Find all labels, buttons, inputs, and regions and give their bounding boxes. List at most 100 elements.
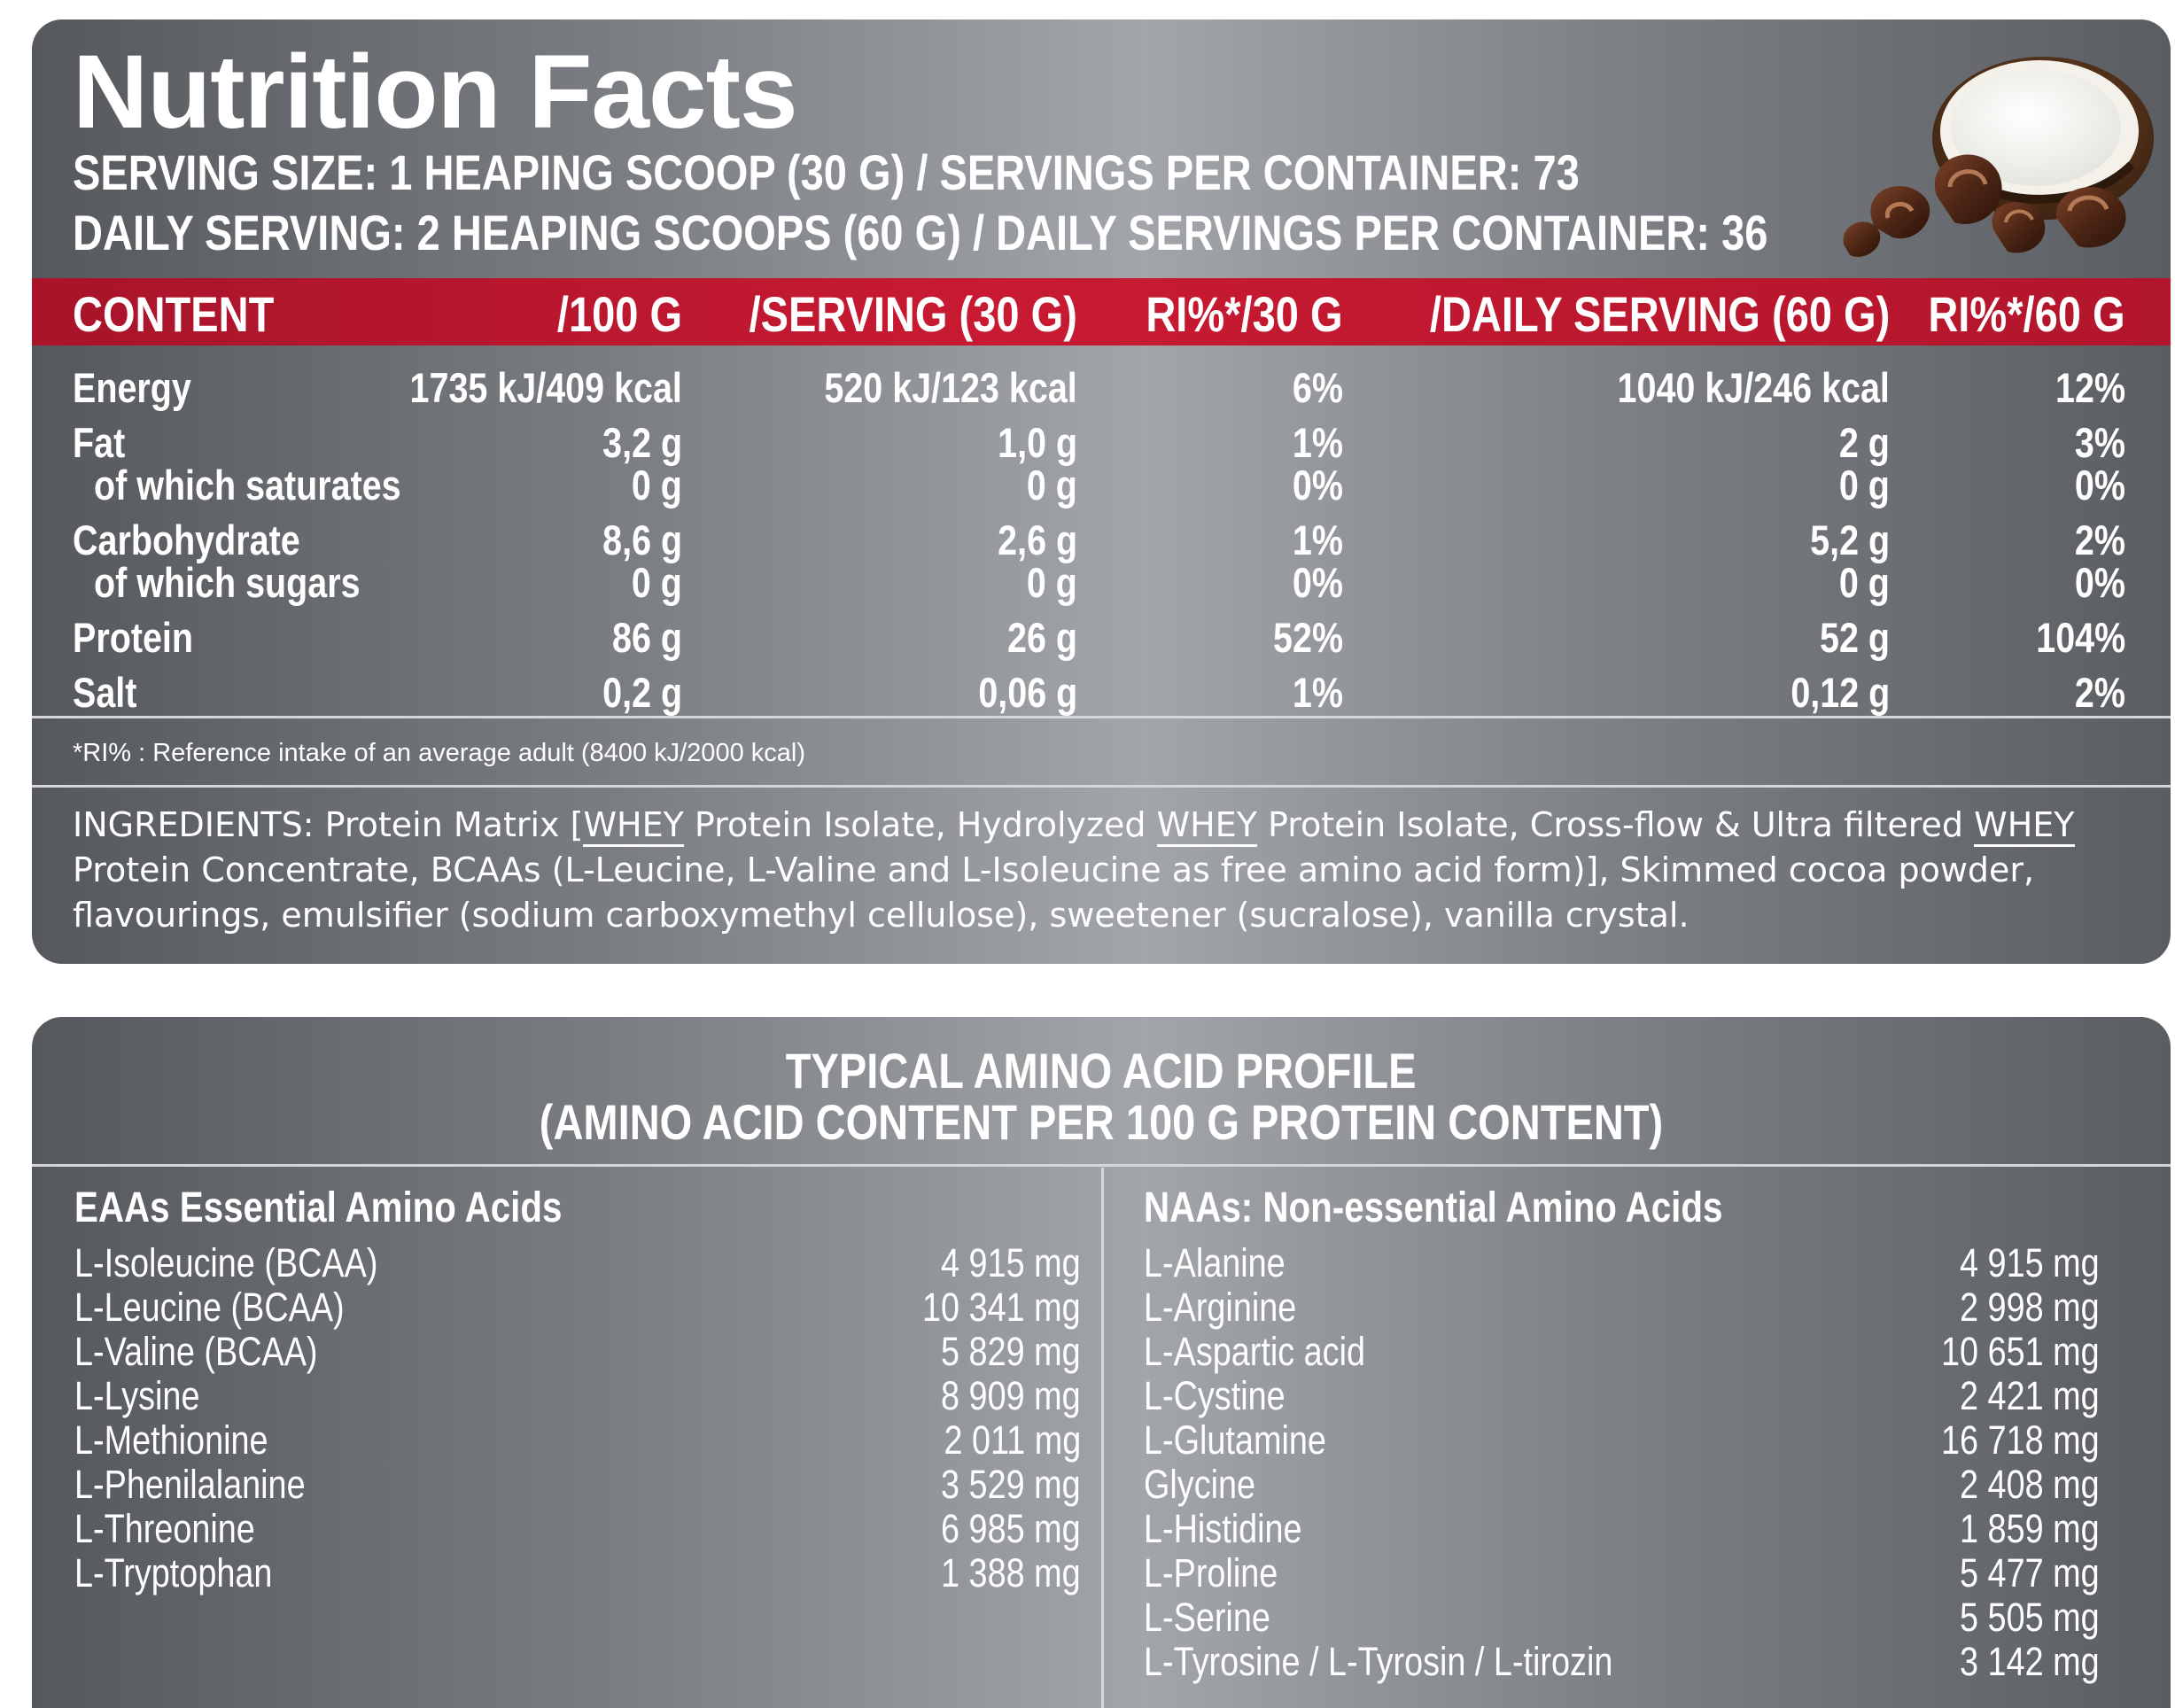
cell-ri-60g: 104% xyxy=(2036,614,2125,661)
nutrition-facts-title: Nutrition Facts xyxy=(73,34,798,151)
daily-serving-line: DAILY SERVING: 2 HEAPING SCOOPS (60 G) /… xyxy=(73,205,1768,260)
amino-acid-panel: TYPICAL AMINO ACID PROFILE (AMINO ACID C… xyxy=(32,1017,2171,1708)
cell-ri-60g: 2% xyxy=(2074,669,2125,716)
cell-per-100g: 8,6 g xyxy=(602,516,682,563)
cell-ri-60g: 12% xyxy=(2055,364,2125,411)
coconut-chocolate-image xyxy=(1843,57,2154,257)
cell-ri-60g: 3% xyxy=(2074,419,2125,466)
cell-per-serving: 26 g xyxy=(1007,614,1077,661)
amino-acid-value: 6 985 mg xyxy=(941,1506,1081,1551)
cell-per-100g: 1735 kJ/409 kcal xyxy=(409,364,682,411)
cell-ri-30g: 1% xyxy=(1292,419,1343,466)
header-per-daily-serving: /DAILY SERVING (60 G) xyxy=(1429,286,1890,342)
divider xyxy=(32,785,2171,788)
cell-ri-30g: 52% xyxy=(1272,614,1343,661)
cell-per-daily-serving: 5,2 g xyxy=(1810,516,1890,563)
amino-acid-name: L-Cystine xyxy=(1144,1373,1286,1418)
cell-per-serving: 1,0 g xyxy=(998,419,1077,466)
cell-per-daily-serving: 1040 kJ/246 kcal xyxy=(1617,364,1890,411)
amino-acid-value: 1 388 mg xyxy=(941,1550,1081,1595)
amino-acid-value: 5 477 mg xyxy=(1960,1550,2100,1595)
amino-acid-value: 4 915 mg xyxy=(1960,1240,2100,1285)
amino-acid-value: 10 651 mg xyxy=(1941,1329,2100,1374)
nutrient-label: Carbohydrate xyxy=(73,516,300,563)
amino-acid-name: L-Tryptophan xyxy=(74,1550,273,1595)
cell-per-100g: 86 g xyxy=(612,614,682,661)
amino-acid-name: L-Isoleucine (BCAA) xyxy=(74,1240,378,1285)
nutrient-label: Protein xyxy=(73,614,194,661)
cell-ri-30g: 1% xyxy=(1292,669,1343,716)
cell-per-serving: 2,6 g xyxy=(998,516,1077,563)
amino-acid-name: L-Alanine xyxy=(1144,1240,1286,1285)
amino-acid-value: 16 718 mg xyxy=(1941,1417,2100,1463)
amino-acid-name: L-Histidine xyxy=(1144,1506,1302,1551)
ingredients-text: INGREDIENTS: Protein Matrix [WHEY Protei… xyxy=(73,805,2075,935)
amino-acid-value: 8 909 mg xyxy=(941,1373,1081,1418)
amino-profile-title: TYPICAL AMINO ACID PROFILE xyxy=(786,1043,1417,1099)
amino-acid-name: L-Threonine xyxy=(74,1506,255,1551)
amino-acid-value: 1 859 mg xyxy=(1960,1506,2100,1551)
table-header-bar: CONTENT /100 G /SERVING (30 G) RI%*/30 G… xyxy=(32,278,2171,345)
cell-ri-30g: 6% xyxy=(1292,364,1343,411)
amino-acid-value: 2 408 mg xyxy=(1960,1462,2100,1507)
cell-ri-60g: 2% xyxy=(2074,516,2125,563)
column-divider xyxy=(1101,1168,1104,1708)
amino-acid-value: 2 998 mg xyxy=(1960,1285,2100,1330)
cell-per-100g: 3,2 g xyxy=(602,419,682,466)
amino-acid-name: L-Proline xyxy=(1144,1550,1278,1595)
whey-allergen: WHEY xyxy=(1156,805,1257,847)
cell-per-daily-serving: 2 g xyxy=(1838,419,1890,466)
nutrition-facts-panel: Nutrition Facts SERVING SIZE: 1 HEAPING … xyxy=(32,19,2171,964)
cell-per-daily-serving: 0 g xyxy=(1838,462,1890,509)
cell-per-daily-serving: 0,12 g xyxy=(1790,669,1890,716)
amino-acid-value: 5 505 mg xyxy=(1960,1595,2100,1640)
whey-allergen: WHEY xyxy=(583,805,684,847)
cell-ri-30g: 0% xyxy=(1292,559,1343,606)
amino-profile-subtitle: (AMINO ACID CONTENT PER 100 G PROTEIN CO… xyxy=(539,1094,1664,1150)
amino-acid-name: L-Tyrosine / L-Tyrosin / L-tirozin xyxy=(1144,1639,1613,1684)
cell-per-100g: 0,2 g xyxy=(602,669,682,716)
amino-acid-name: L-Lysine xyxy=(74,1373,200,1418)
amino-acid-name: L-Valine (BCAA) xyxy=(74,1329,318,1374)
header-content: CONTENT xyxy=(73,286,275,342)
ri-footnote: *RI% : Reference intake of an average ad… xyxy=(73,739,805,767)
amino-acid-name: L-Aspartic acid xyxy=(1144,1329,1366,1374)
amino-acid-name: L-Leucine (BCAA) xyxy=(74,1285,345,1330)
header-per-100g: /100 G xyxy=(556,286,682,342)
amino-acid-value: 2 421 mg xyxy=(1960,1373,2100,1418)
cell-per-serving: 0,06 g xyxy=(978,669,1077,716)
nutrient-label: Salt xyxy=(73,669,137,716)
nutrient-label: of which saturates xyxy=(94,462,401,509)
amino-acid-name: L-Glutamine xyxy=(1144,1417,1326,1463)
amino-acid-value: 3 529 mg xyxy=(941,1462,1081,1507)
amino-acid-name: L-Arginine xyxy=(1144,1285,1297,1330)
cell-ri-30g: 1% xyxy=(1292,516,1343,563)
nutrient-label: Energy xyxy=(73,364,191,411)
cell-per-100g: 0 g xyxy=(631,462,682,509)
nutrient-label: Fat xyxy=(73,419,126,466)
header-per-serving: /SERVING (30 G) xyxy=(749,286,1077,342)
essential-amino-title: EAAs Essential Amino Acids xyxy=(74,1184,563,1231)
header-ri-60g: RI%*/60 G xyxy=(1928,286,2125,342)
cell-ri-60g: 0% xyxy=(2074,559,2125,606)
nonessential-amino-title: NAAs: Non-essential Amino Acids xyxy=(1144,1184,1723,1231)
amino-acid-name: L-Methionine xyxy=(74,1417,268,1463)
amino-acid-name: Glycine xyxy=(1144,1462,1256,1507)
serving-size-line: SERVING SIZE: 1 HEAPING SCOOP (30 G) / S… xyxy=(73,144,1580,200)
amino-acid-name: L-Serine xyxy=(1144,1595,1270,1640)
amino-acid-value: 3 142 mg xyxy=(1960,1639,2100,1684)
divider xyxy=(32,1164,2171,1167)
divider xyxy=(32,716,2171,718)
amino-acid-value: 4 915 mg xyxy=(941,1240,1081,1285)
nutrient-label: of which sugars xyxy=(94,559,361,606)
cell-per-serving: 0 g xyxy=(1026,559,1077,606)
cell-per-daily-serving: 52 g xyxy=(1820,614,1890,661)
cell-ri-30g: 0% xyxy=(1292,462,1343,509)
header-ri-30g: RI%*/30 G xyxy=(1146,286,1343,342)
cell-per-serving: 0 g xyxy=(1026,462,1077,509)
amino-acid-value: 10 341 mg xyxy=(922,1285,1081,1330)
cell-per-serving: 520 kJ/123 kcal xyxy=(824,364,1077,411)
whey-allergen: WHEY xyxy=(1974,805,2075,847)
cell-per-100g: 0 g xyxy=(631,559,682,606)
amino-acid-value: 5 829 mg xyxy=(941,1329,1081,1374)
